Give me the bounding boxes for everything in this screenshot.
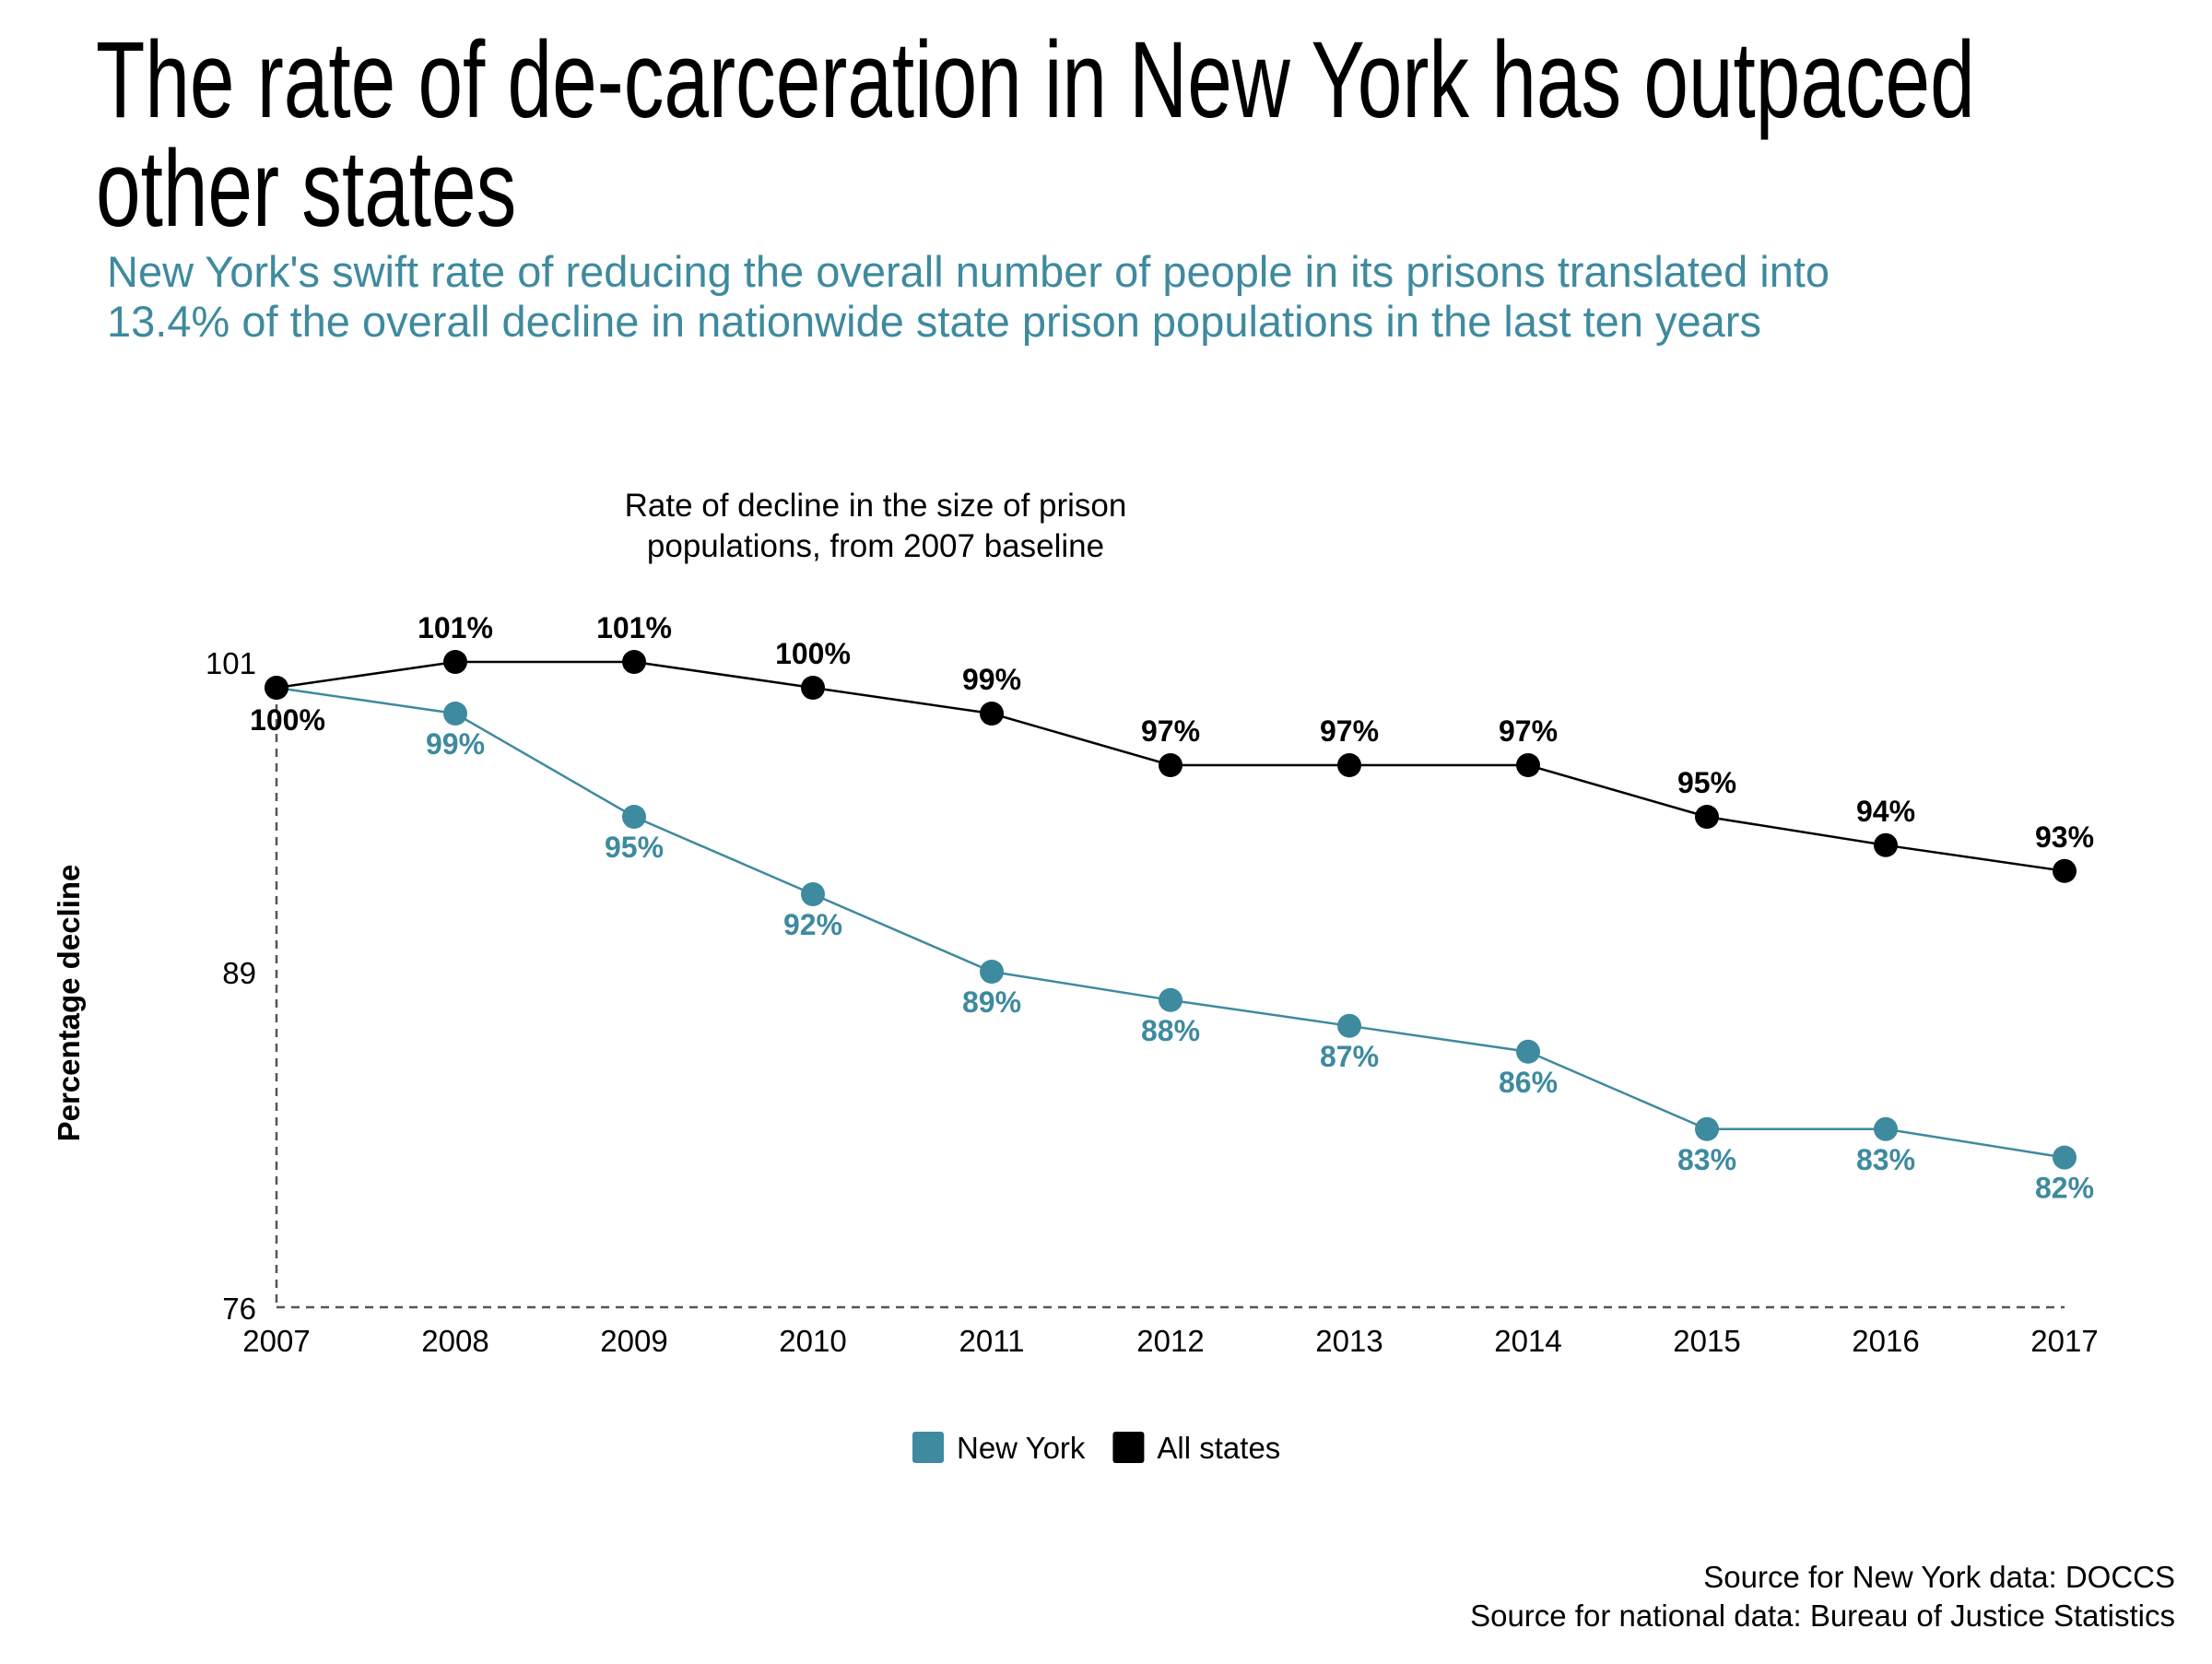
chart-title-line-2: populations, from 2007 baseline — [647, 528, 1104, 564]
page-title-line-2: other states — [96, 128, 517, 250]
data-point-all-states-2016 — [1874, 832, 1898, 857]
x-tick-label-2008: 2008 — [421, 1324, 488, 1358]
legend-label-new-york: New York — [957, 1431, 1086, 1465]
data-point-all-states-2014 — [1516, 753, 1540, 777]
data-point-new-york-2012 — [1159, 987, 1182, 1012]
data-label-all-states-2007: 100% — [250, 703, 325, 737]
data-point-all-states-2012 — [1159, 753, 1182, 777]
source-line-new-york: Source for New York data: DOCCS — [1703, 1560, 2175, 1594]
page-title-line-1: The rate of de-carceration in New York h… — [96, 19, 1975, 141]
data-point-all-states-2010 — [801, 676, 825, 700]
data-point-all-states-2009 — [622, 650, 646, 674]
x-tick-label-2015: 2015 — [1673, 1324, 1740, 1358]
data-label-new-york-2009: 95% — [605, 831, 664, 864]
x-tick-label-2009: 2009 — [600, 1324, 667, 1358]
data-point-all-states-2007 — [265, 676, 288, 700]
data-label-new-york-2008: 99% — [426, 727, 485, 761]
page-subtitle-line-1: New York's swift rate of reducing the ov… — [107, 247, 1830, 296]
x-tick-label-2011: 2011 — [959, 1324, 1025, 1358]
data-label-new-york-2016: 83% — [1856, 1143, 1915, 1176]
data-label-new-york-2017: 82% — [2035, 1172, 2094, 1205]
legend-label-all-states: All states — [1157, 1431, 1280, 1465]
page-title: The rate of de-carceration in New York h… — [96, 26, 2162, 243]
x-tick-label-2013: 2013 — [1315, 1324, 1382, 1358]
data-point-all-states-2008 — [443, 650, 467, 674]
chart-title-line-1: Rate of decline in the size of prison — [625, 488, 1127, 524]
data-label-all-states-2009: 101% — [596, 611, 672, 644]
data-point-new-york-2014 — [1516, 1039, 1540, 1064]
y-tick-label-101: 101 — [206, 646, 256, 680]
data-point-all-states-2017 — [2053, 858, 2077, 883]
legend-swatch-all-states — [1112, 1432, 1145, 1463]
page-subtitle-line-2: 13.4% of the overall decline in nationwi… — [107, 297, 1761, 346]
data-label-new-york-2011: 89% — [962, 985, 1021, 1019]
legend-swatch-new-york — [912, 1432, 944, 1463]
y-axis-title: Percentage decline — [52, 865, 86, 1142]
x-tick-label-2012: 2012 — [1136, 1324, 1204, 1358]
data-point-new-york-2016 — [1874, 1116, 1898, 1141]
data-label-all-states-2010: 100% — [775, 637, 851, 670]
source-line-national: Source for national data: Bureau of Just… — [1470, 1599, 2175, 1633]
data-point-new-york-2013 — [1337, 1013, 1361, 1038]
data-label-all-states-2013: 97% — [1320, 714, 1379, 748]
chart-container: Rate of decline in the size of prison pop… — [0, 461, 2212, 1659]
data-label-all-states-2012: 97% — [1141, 714, 1200, 748]
x-tick-label-2016: 2016 — [1852, 1324, 1919, 1358]
data-point-new-york-2017 — [2053, 1145, 2077, 1170]
data-label-new-york-2010: 92% — [783, 908, 842, 941]
data-point-new-york-2015 — [1695, 1116, 1719, 1141]
data-point-new-york-2011 — [980, 960, 1004, 984]
x-tick-label-2007: 2007 — [242, 1324, 310, 1358]
data-point-new-york-2008 — [443, 702, 467, 726]
data-point-all-states-2015 — [1695, 805, 1719, 829]
data-point-new-york-2009 — [622, 805, 646, 829]
data-label-new-york-2013: 87% — [1320, 1040, 1379, 1073]
data-label-all-states-2015: 95% — [1677, 766, 1736, 799]
data-label-all-states-2017: 93% — [2035, 820, 2094, 854]
x-tick-label-2014: 2014 — [1494, 1324, 1561, 1358]
data-label-all-states-2014: 97% — [1499, 714, 1558, 748]
data-point-all-states-2013 — [1337, 753, 1361, 777]
line-chart: Rate of decline in the size of prison pop… — [52, 488, 2099, 1465]
y-tick-label-89: 89 — [222, 956, 256, 990]
x-tick-label-2017: 2017 — [2030, 1324, 2098, 1358]
data-label-all-states-2011: 99% — [962, 663, 1021, 696]
y-tick-label-76: 76 — [222, 1292, 256, 1326]
data-label-new-york-2014: 86% — [1499, 1066, 1558, 1099]
data-label-all-states-2016: 94% — [1856, 795, 1915, 828]
page-subtitle: New York's swift rate of reducing the ov… — [107, 247, 2190, 347]
data-label-new-york-2012: 88% — [1141, 1014, 1200, 1047]
data-point-all-states-2011 — [980, 702, 1004, 726]
data-label-all-states-2008: 101% — [418, 611, 493, 644]
data-label-new-york-2015: 83% — [1677, 1143, 1736, 1176]
x-tick-label-2010: 2010 — [779, 1324, 846, 1358]
source-note: Source for New York data: DOCCS Source f… — [1470, 1558, 2175, 1635]
data-point-new-york-2010 — [801, 882, 825, 906]
